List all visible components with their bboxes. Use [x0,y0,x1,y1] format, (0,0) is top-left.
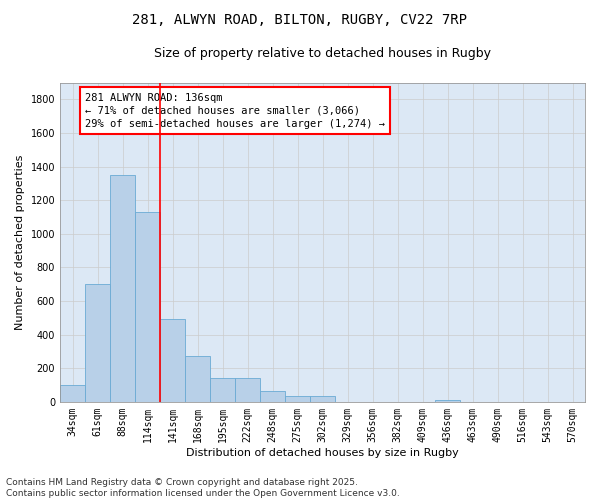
Bar [110,175,135,402]
Bar [185,356,210,402]
Bar [210,378,235,402]
Y-axis label: Number of detached properties: Number of detached properties [15,154,25,330]
Bar [435,400,460,402]
Bar [135,212,160,402]
Bar [160,320,185,402]
Text: 281, ALWYN ROAD, BILTON, RUGBY, CV22 7RP: 281, ALWYN ROAD, BILTON, RUGBY, CV22 7RP [133,12,467,26]
Bar [85,284,110,402]
Bar [235,378,260,402]
Bar [310,396,335,402]
Bar [285,396,310,402]
Title: Size of property relative to detached houses in Rugby: Size of property relative to detached ho… [154,48,491,60]
Bar [60,386,85,402]
Text: 281 ALWYN ROAD: 136sqm
← 71% of detached houses are smaller (3,066)
29% of semi-: 281 ALWYN ROAD: 136sqm ← 71% of detached… [85,92,385,129]
Bar [260,391,285,402]
X-axis label: Distribution of detached houses by size in Rugby: Distribution of detached houses by size … [186,448,459,458]
Text: Contains HM Land Registry data © Crown copyright and database right 2025.
Contai: Contains HM Land Registry data © Crown c… [6,478,400,498]
